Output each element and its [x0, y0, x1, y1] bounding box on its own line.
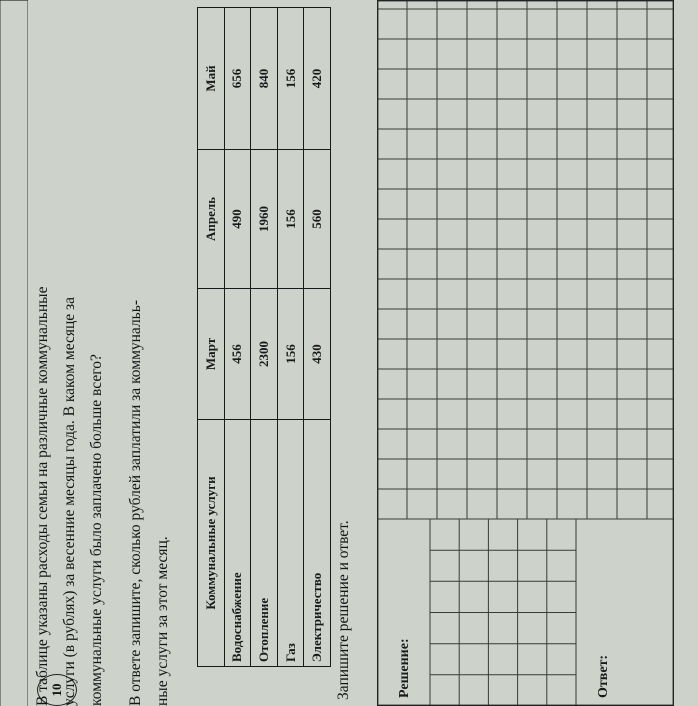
svg-text:Решение:: Решение: [397, 638, 412, 698]
svg-text:Ответ:: Ответ: [596, 655, 611, 698]
